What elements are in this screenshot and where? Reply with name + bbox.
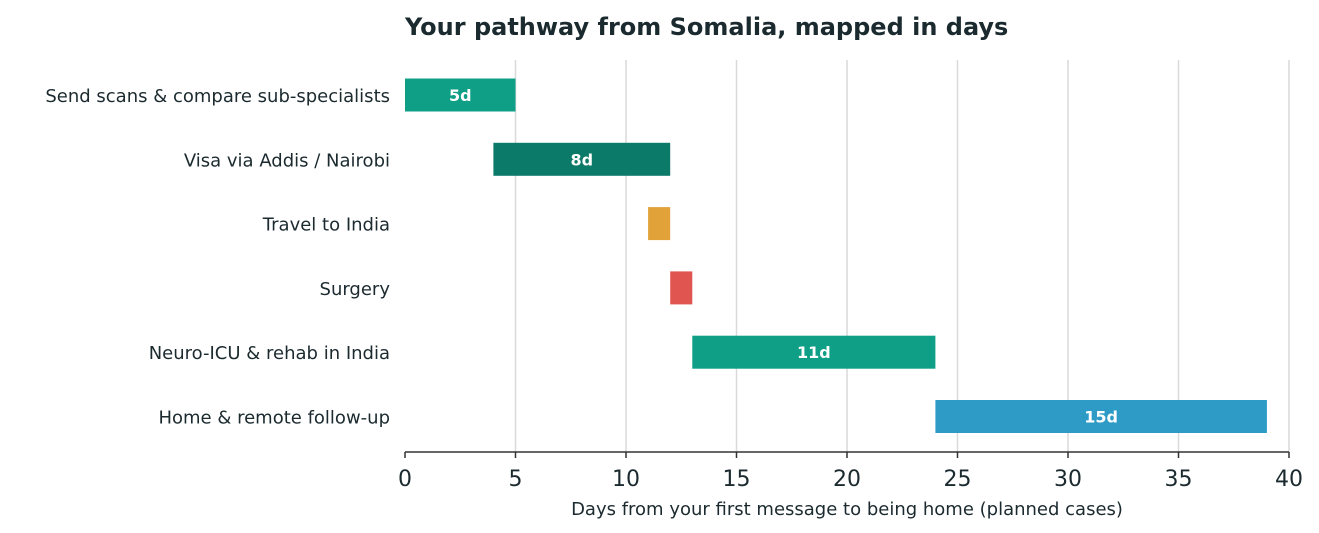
category-label-3: Surgery bbox=[320, 279, 391, 300]
bar-label-0: 5d bbox=[449, 86, 472, 105]
category-label-5: Home & remote follow-up bbox=[158, 408, 390, 429]
x-tick-label-5: 25 bbox=[944, 467, 972, 492]
bar-0 bbox=[405, 78, 516, 112]
x-tick-label-1: 5 bbox=[509, 467, 523, 492]
x-ticks: 0 5 10 15 20 25 30 35 40 bbox=[398, 452, 1303, 492]
category-label-0: Send scans & compare sub-specialists bbox=[45, 86, 390, 107]
x-tick-label-7: 35 bbox=[1165, 467, 1193, 492]
bar-2 bbox=[648, 207, 671, 241]
category-label-4: Neuro-ICU & rehab in India bbox=[149, 343, 390, 364]
bar-label-4: 11d bbox=[797, 343, 831, 362]
bar-label-1: 8d bbox=[571, 150, 594, 169]
x-tick-label-0: 0 bbox=[398, 467, 412, 492]
category-labels: Send scans & compare sub-specialists Visa… bbox=[45, 86, 390, 429]
grid-lines bbox=[514, 60, 1290, 452]
bar-4 bbox=[692, 335, 936, 369]
category-label-2: Travel to India bbox=[262, 215, 390, 236]
x-tick-label-8: 40 bbox=[1275, 467, 1303, 492]
bar-label-5: 15d bbox=[1084, 408, 1118, 427]
bar-1 bbox=[493, 142, 671, 176]
bars: 5d 8d 11d 15d bbox=[405, 78, 1267, 433]
bar-5 bbox=[935, 400, 1267, 433]
bar-3 bbox=[670, 271, 693, 305]
x-tick-label-6: 30 bbox=[1054, 467, 1082, 492]
category-label-1: Visa via Addis / Nairobi bbox=[184, 150, 390, 171]
x-axis-label: Days from your first message to being ho… bbox=[571, 499, 1123, 520]
chart-title: Your pathway from Somalia, mapped in day… bbox=[404, 13, 1008, 41]
x-tick-label-4: 20 bbox=[833, 467, 861, 492]
x-tick-label-2: 10 bbox=[612, 467, 640, 492]
x-tick-label-3: 15 bbox=[723, 467, 751, 492]
